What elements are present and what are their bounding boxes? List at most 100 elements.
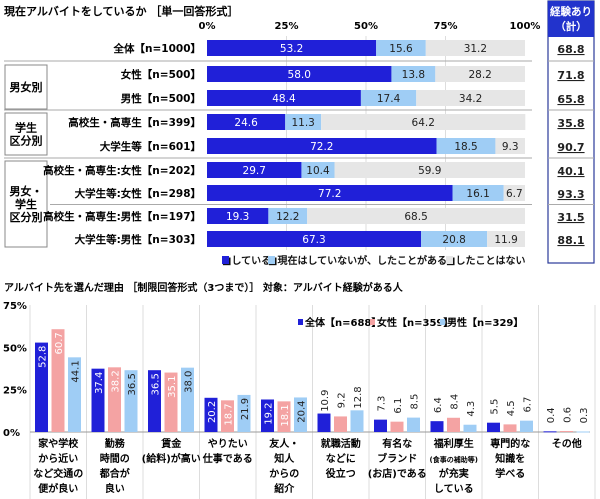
bar-value-label: 19.3 — [226, 211, 249, 223]
group-label: 学生 — [15, 197, 37, 211]
bar-segment — [421, 231, 488, 247]
bar-segment — [207, 114, 286, 130]
legend-swatch — [298, 319, 303, 325]
bar — [334, 416, 347, 432]
legend-swatch — [370, 319, 375, 325]
bar-segment — [207, 208, 269, 224]
totals-header-bg — [548, 1, 594, 37]
bar-value-label: 20.4 — [297, 400, 308, 422]
group-label: 男女・ — [10, 184, 43, 198]
category-label: 就職活動 — [321, 437, 361, 450]
bar — [164, 372, 178, 432]
category-label: からの — [269, 468, 299, 480]
total-value: 31.5 — [557, 211, 584, 224]
bar-value-label: 0.3 — [579, 407, 590, 423]
top-chart-title: 現在アルバイトをしているか ［単一回答形式］ — [4, 4, 238, 18]
bar-value-label: 21.9 — [240, 398, 251, 420]
bar — [51, 329, 65, 432]
category-label: 都合が — [99, 467, 131, 480]
category-label: 役立つ — [326, 467, 356, 480]
bar-segment — [425, 40, 525, 56]
legend-item: ■現在はしていないが、したことがある — [268, 254, 447, 267]
bar-value-label: 53.2 — [280, 43, 303, 55]
y-tick-label: 25% — [3, 386, 27, 397]
bar-value-label: 18.7 — [224, 403, 235, 425]
bar — [430, 421, 444, 432]
category-label: 便が良い — [38, 482, 78, 495]
y-tick-label: 75% — [3, 301, 27, 312]
bar-value-label: 5.5 — [490, 399, 501, 415]
total-value: 90.7 — [557, 141, 584, 154]
bar-segment — [301, 162, 335, 178]
bar-value-label: 18.1 — [280, 404, 291, 426]
legend-item: 全体【n=688】 — [304, 316, 381, 329]
category-label: 時間の — [100, 452, 130, 465]
bar-value-label: 36.5 — [127, 373, 138, 395]
bar-segment — [207, 162, 302, 178]
category-label: 知人 — [273, 452, 295, 465]
category-label: 仕事である — [202, 452, 253, 465]
bar-value-label: 19.2 — [264, 402, 275, 424]
bar-value-label: 72.2 — [310, 141, 333, 153]
bar-value-label: 28.2 — [468, 69, 491, 81]
bar — [294, 397, 307, 432]
y-tick-label: 50% — [3, 343, 27, 354]
group-label: 区分別 — [10, 210, 43, 224]
bar-value-label: 6.7 — [506, 188, 523, 200]
bar — [374, 419, 387, 432]
row-label: 男性【n=500】 — [121, 92, 201, 105]
category-label: やりたい — [208, 438, 248, 450]
category-label: が充実 — [439, 467, 469, 480]
bar-value-label: 7.3 — [377, 396, 388, 412]
bar — [447, 417, 460, 432]
group-label: 男女別 — [10, 80, 43, 94]
legend-swatch — [222, 256, 229, 264]
bar-segment — [207, 40, 377, 56]
category-label: 有名な — [382, 437, 412, 450]
x-tick-label: 75% — [434, 21, 458, 32]
group-box — [4, 64, 48, 110]
bar-segment — [207, 90, 361, 106]
bar-segment — [307, 208, 525, 224]
bar-value-label: 20.2 — [207, 401, 218, 423]
bar-value-label: 15.6 — [389, 43, 413, 55]
x-tick-label: 0% — [199, 21, 216, 32]
bar — [520, 420, 533, 432]
bar-value-label: 36.5 — [151, 373, 162, 395]
bar-value-label: 4.3 — [466, 401, 477, 417]
bar-value-label: 59.9 — [418, 165, 441, 177]
category-label: 学べる — [495, 467, 525, 480]
bar-value-label: 0.6 — [563, 407, 574, 423]
bar-value-label: 48.4 — [272, 93, 296, 105]
bar-value-label: 58.0 — [288, 69, 311, 81]
bar-value-label: 10.4 — [306, 165, 330, 177]
row-label: 大学生等:女性【n=298】 — [75, 187, 201, 200]
bar-value-label: 4.5 — [506, 400, 517, 416]
bar-value-label: 37.4 — [94, 372, 105, 394]
total-value: 71.8 — [557, 69, 584, 82]
bar-segment — [391, 66, 436, 82]
bar-value-label: 6.1 — [393, 398, 404, 414]
bar-value-label: 12.8 — [353, 386, 364, 408]
category-label: 福利厚生 — [433, 437, 474, 450]
bar — [390, 421, 404, 432]
category-label: (お店)である — [368, 467, 427, 480]
bar-value-label: 68.5 — [404, 211, 427, 223]
bar — [463, 424, 477, 432]
legend-item: ■している — [222, 255, 271, 267]
bar — [560, 430, 573, 432]
legend-swatch — [268, 256, 275, 264]
bar — [91, 368, 105, 432]
row-label: 大学生等:男性【n=303】 — [75, 233, 201, 246]
category-label: など交通の — [33, 467, 83, 480]
category-label: その他 — [552, 437, 582, 450]
bar-value-label: 8.4 — [450, 394, 461, 410]
bar — [148, 370, 161, 432]
totals-header: 経験あり — [550, 5, 592, 18]
category-label: から近い — [38, 452, 78, 465]
group-box — [4, 112, 48, 156]
bar — [204, 397, 218, 432]
x-tick-label: 25% — [275, 21, 299, 32]
bar-value-label: 12.2 — [276, 211, 299, 223]
